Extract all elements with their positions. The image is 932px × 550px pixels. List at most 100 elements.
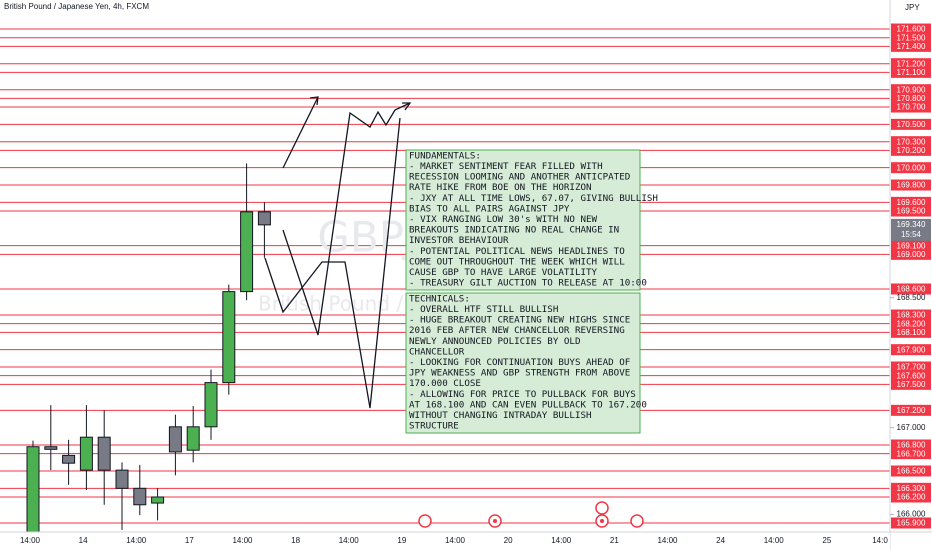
- level-tag: [891, 517, 931, 529]
- annotation-line: BREAKOUTS INDICATING NO REAL CHANGE IN: [409, 225, 619, 236]
- level-tag: [891, 439, 931, 451]
- level-label: 170.200: [897, 146, 926, 155]
- event-icon[interactable]: [418, 514, 432, 528]
- level-tag: [891, 361, 931, 373]
- level-tag: [891, 344, 931, 356]
- level-label: 167.900: [897, 345, 926, 354]
- level-label: 171.200: [897, 59, 926, 68]
- candle-body: [204, 382, 218, 428]
- annotation-line: - MARKET SENTIMENT FEAR FILLED WITH: [409, 161, 603, 172]
- level-label: 171.100: [897, 68, 926, 77]
- event-icons: [418, 501, 644, 528]
- level-label: 166.800: [897, 441, 926, 450]
- x-tick-label: 14:00: [764, 536, 785, 545]
- x-tick-label: 14:00: [339, 536, 360, 545]
- x-tick-label: 14:00: [551, 536, 572, 545]
- event-dot: [493, 519, 497, 523]
- annotation-line: CHANCELLOR: [409, 346, 465, 357]
- level-label: 166.300: [897, 484, 926, 493]
- drawn-line: [282, 102, 411, 336]
- level-tag: [891, 118, 931, 130]
- candle-body: [133, 487, 147, 506]
- x-tick-label: 14:00: [20, 536, 41, 545]
- drawings: [264, 96, 412, 409]
- candle-body: [62, 454, 76, 464]
- annotation-line: AT 168.100 AND CAN EVEN PULLBACK TO 167.…: [409, 399, 647, 410]
- annotation-line: 170.000 CLOSE: [409, 378, 481, 389]
- level-tag: [891, 326, 931, 338]
- level-tag: [891, 101, 931, 113]
- level-label: 170.300: [897, 137, 926, 146]
- level-label: 170.700: [897, 103, 926, 112]
- level-tag: [891, 248, 931, 260]
- candle-body: [79, 436, 93, 471]
- candle-body: [26, 446, 40, 541]
- annotation-line: 2016 FEB AFTER NEW CHANCELLOR REVERSING: [409, 325, 625, 336]
- annotation-line: JPY WEAKNESS AND GBP STRENGTH FROM ABOVE: [409, 368, 630, 379]
- annotation-line: - HUGE BREAKOUT CREATING NEW HIGHS SINCE: [409, 315, 630, 326]
- level-tag: [891, 136, 931, 148]
- x-tick-label: 14:00: [232, 536, 253, 545]
- level-label: 168.600: [897, 285, 926, 294]
- countdown-label: 15:54: [901, 230, 922, 239]
- x-tick-label: 20: [504, 536, 513, 545]
- level-label: 167.600: [897, 371, 926, 380]
- level-tag: [891, 448, 931, 460]
- level-label: 167.500: [897, 380, 926, 389]
- level-tag: [891, 162, 931, 174]
- level-label: 165.900: [897, 519, 926, 528]
- level-tag: [891, 378, 931, 390]
- annotation-line: RATE HIKE FROM BOE ON THE HORIZON: [409, 182, 592, 193]
- annotation-line: - JXY AT ALL TIME LOWS, 67.07, GIVING BU…: [409, 193, 658, 204]
- level-tag: [891, 32, 931, 44]
- annotation-line: - ALLOWING FOR PRICE TO PULLBACK FOR BUY…: [409, 389, 636, 400]
- level-label: 169.600: [897, 198, 926, 207]
- candle-body: [151, 496, 165, 504]
- level-label: 168.200: [897, 319, 926, 328]
- y-tick-label: 166.000: [897, 509, 926, 518]
- event-icon[interactable]: [630, 514, 644, 528]
- event-icon[interactable]: [595, 501, 609, 515]
- level-label: 171.400: [897, 42, 926, 51]
- annotation-line: CAUSE GBP TO HAVE LARGE VOLATILITY: [409, 267, 598, 278]
- level-label: 169.100: [897, 241, 926, 250]
- annotation-line: COME OUT THROUGHOUT THE WEEK WHICH WILL: [409, 256, 625, 267]
- annotation-line: - LOOKING FOR CONTINUATION BUYS AHEAD OF: [409, 357, 630, 368]
- level-tag: [891, 491, 931, 503]
- currency-label: JPY: [905, 3, 920, 12]
- annotation-line: TECHNICALS:: [409, 293, 470, 304]
- annotation-line: RECESSION LOOMING AND ANOTHER ANTICPATED: [409, 172, 630, 183]
- annotation-line: WITHOUT CHANGING INTRADAY BULLISH: [409, 410, 592, 421]
- level-label: 169.800: [897, 181, 926, 190]
- x-tick-label: 14:00: [657, 536, 678, 545]
- level-label: 167.200: [897, 406, 926, 415]
- x-tick-label: 21: [610, 536, 619, 545]
- level-label: 171.600: [897, 25, 926, 34]
- candle-body: [222, 291, 236, 384]
- level-tag: [891, 84, 931, 96]
- level-label: 171.500: [897, 33, 926, 42]
- level-tag: [891, 240, 931, 252]
- annotation-line: INVESTOR BEHAVIOUR: [409, 235, 509, 246]
- x-tick-label: 14:0: [872, 536, 888, 545]
- level-label: 170.900: [897, 85, 926, 94]
- annotation-line: - VIX RANGING LOW 30's WITH NO NEW: [409, 214, 598, 225]
- annotation-box: [405, 292, 641, 434]
- level-tag: [891, 23, 931, 35]
- x-tick-label: 14: [79, 536, 88, 545]
- level-tag: [891, 196, 931, 208]
- drawn-line: [264, 117, 401, 409]
- chart-title: British Pound / Japanese Yen, 4h, FXCM: [4, 2, 149, 11]
- candle-body: [44, 446, 58, 450]
- annotation-line: - POTENTIAL POLITICAL NEWS HEADLINES TO: [409, 246, 625, 257]
- level-tag: [891, 179, 931, 191]
- annotation-line: BIAS TO ALL PAIRS AGAINST JPY: [409, 203, 570, 214]
- time-axis: [0, 532, 890, 550]
- level-tag: [891, 465, 931, 477]
- candle-body: [168, 426, 182, 453]
- event-dot: [600, 519, 604, 523]
- level-tag: [891, 40, 931, 52]
- level-tag: [891, 283, 931, 295]
